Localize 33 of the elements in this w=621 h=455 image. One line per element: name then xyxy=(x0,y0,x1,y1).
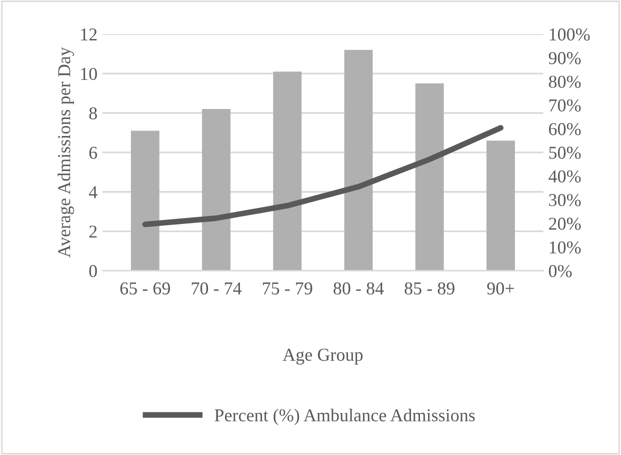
y2-tick-label: 30% xyxy=(549,194,581,206)
bar xyxy=(273,72,302,271)
y-tick-label: 4 xyxy=(88,186,98,198)
y2-tick-label: 70% xyxy=(549,99,581,112)
x-tick-label: 70 - 74 xyxy=(192,282,242,295)
bar xyxy=(344,50,373,271)
legend-label: Percent (%) Ambulance Admissions xyxy=(214,408,475,426)
y2-tick-label: 60% xyxy=(549,123,581,136)
y2-tick-label: 10% xyxy=(550,241,581,254)
y2-tick-label: 90% xyxy=(548,52,581,64)
y-tick-label: 10 xyxy=(81,68,97,80)
y-tick-label: 8 xyxy=(89,107,97,120)
x-axis-title: Age Group xyxy=(282,348,363,365)
y-tick-label: 0 xyxy=(89,264,97,278)
x-tick-label: 65 - 69 xyxy=(120,282,170,295)
bar xyxy=(202,109,230,271)
x-tick-label: 90+ xyxy=(487,282,514,295)
bar xyxy=(415,83,444,271)
y2-tick-label: 100% xyxy=(550,28,590,41)
y-tick-label: 12 xyxy=(81,28,97,40)
x-tick-label: 75 - 79 xyxy=(262,282,312,295)
y2-tick-label: 40% xyxy=(548,170,581,183)
bar xyxy=(486,140,515,271)
y-tick-label: 6 xyxy=(89,146,98,159)
y2-tick-label: 20% xyxy=(549,218,581,230)
y2-tick-label: 80% xyxy=(548,76,581,88)
x-tick-label: 85 - 89 xyxy=(404,282,454,295)
y-axis-title: Average Admissions per Day xyxy=(58,47,74,258)
y-tick-label: 2 xyxy=(89,226,97,238)
y2-tick-label: 0% xyxy=(548,264,572,278)
x-tick-label: 80 - 84 xyxy=(334,282,384,295)
y2-tick-label: 50% xyxy=(549,146,581,159)
bar xyxy=(130,130,160,271)
